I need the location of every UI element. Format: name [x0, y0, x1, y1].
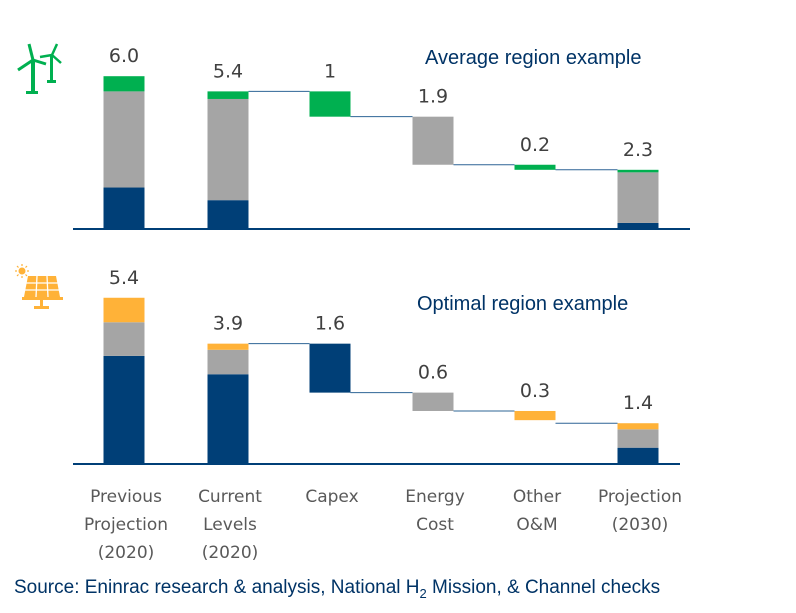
data-label: 1 [324, 60, 336, 82]
bar-segment-other-o-m [207, 91, 249, 99]
bar-segment-capex [617, 447, 659, 463]
data-label: 5.4 [213, 60, 243, 82]
bar-segment-energy-cost [207, 98, 249, 201]
bar-segment-capex [617, 222, 659, 228]
chart-2: Optimal region example 5.4 3.9 1.6 0.6 0.3 1.4 [73, 267, 680, 465]
waterfall-step-bar [309, 343, 351, 393]
data-label: 0.3 [520, 380, 550, 402]
solar-panel-icon [15, 264, 63, 309]
chart-1: Average region example 6.0 5.4 1 1.9 0.2 2.3 [73, 45, 690, 230]
category-label: Other O&M [513, 487, 561, 535]
data-label: 5.4 [109, 267, 139, 289]
data-label: 1.6 [315, 313, 345, 335]
category-label: Projection (2030) [598, 487, 682, 535]
bar-segment-other-o-m [103, 297, 145, 323]
bar-segment-other-o-m [207, 343, 249, 350]
bar-segment-energy-cost [617, 429, 659, 448]
bar-segment-capex [103, 187, 145, 228]
data-label: 1.4 [623, 392, 653, 414]
bar-segment-energy-cost [207, 349, 249, 375]
data-label: 1.9 [418, 86, 448, 108]
waterfall-step-bar [412, 392, 454, 411]
bar-segment-capex [103, 355, 145, 463]
waterfall-step-bar [412, 116, 454, 165]
data-label: 0.6 [418, 362, 448, 384]
bar-segment-energy-cost [103, 322, 145, 356]
chart-title: Average region example [425, 47, 641, 69]
chart-title: Optimal region example [417, 293, 628, 315]
data-label: 0.2 [520, 134, 550, 156]
bar-segment-energy-cost [103, 91, 145, 188]
bar-segment-capex [207, 200, 249, 228]
bar-segment-capex [207, 374, 249, 463]
bar-segment-other-o-m [103, 76, 145, 92]
data-label: 2.3 [623, 139, 653, 161]
source-note: Source: Eninrac research & analysis, Nat… [14, 577, 660, 601]
bar-segment-energy-cost [617, 172, 659, 223]
category-label: Current Levels (2020) [198, 487, 262, 563]
bar-segment-other-o-m [617, 423, 659, 430]
waterfall-step-bar [514, 164, 556, 170]
waterfall-step-bar [309, 91, 351, 117]
category-label: Previous Projection (2020) [84, 487, 168, 563]
bar-segment-other-o-m [617, 169, 659, 173]
category-label: Energy Cost [405, 487, 465, 535]
waterfall-step-bar [514, 410, 556, 421]
wind-turbine-icon [17, 43, 62, 94]
data-label: 6.0 [109, 45, 139, 67]
data-label: 3.9 [213, 313, 243, 335]
category-label: Capex [305, 487, 358, 507]
